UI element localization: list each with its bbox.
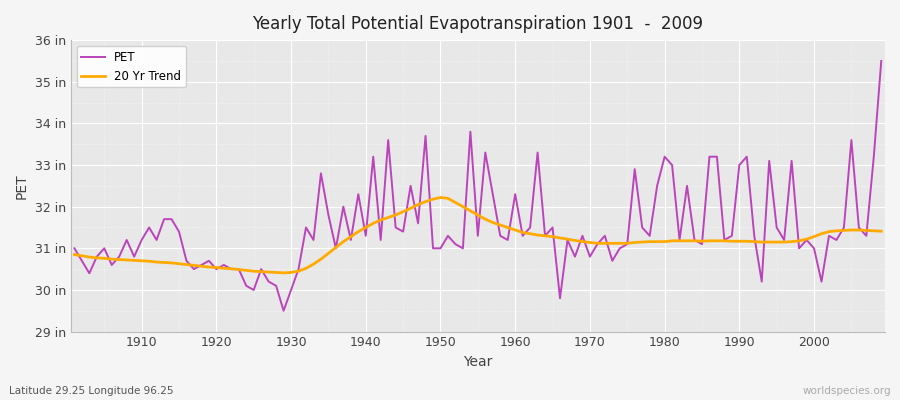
Text: worldspecies.org: worldspecies.org bbox=[803, 386, 891, 396]
Legend: PET, 20 Yr Trend: PET, 20 Yr Trend bbox=[76, 46, 186, 87]
Y-axis label: PET: PET bbox=[15, 173, 29, 199]
Text: Latitude 29.25 Longitude 96.25: Latitude 29.25 Longitude 96.25 bbox=[9, 386, 174, 396]
Title: Yearly Total Potential Evapotranspiration 1901  -  2009: Yearly Total Potential Evapotranspiratio… bbox=[252, 15, 703, 33]
X-axis label: Year: Year bbox=[464, 355, 492, 369]
